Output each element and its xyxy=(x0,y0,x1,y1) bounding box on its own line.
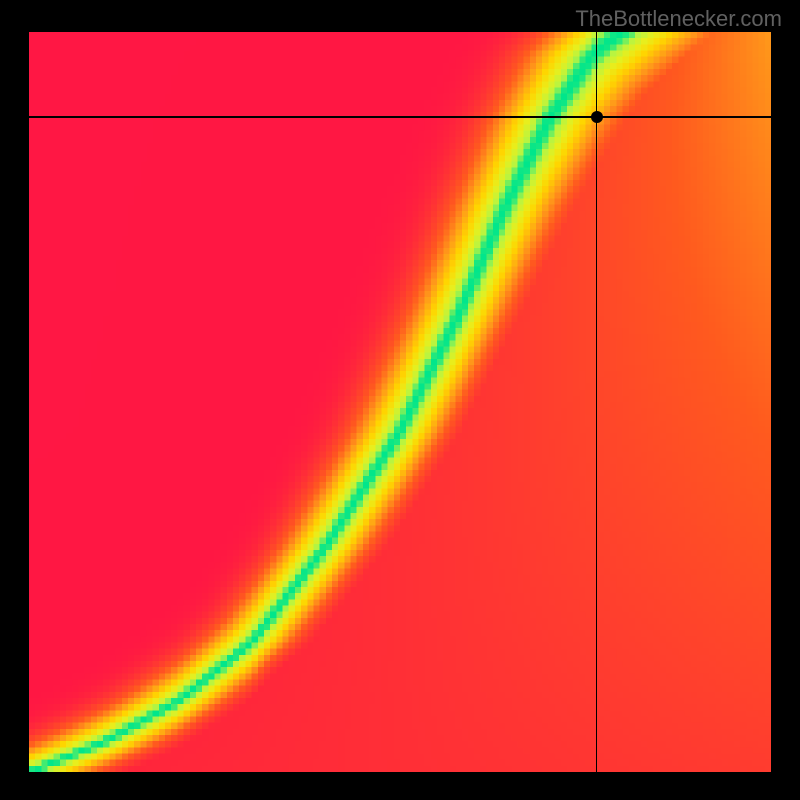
watermark-text: TheBottlenecker.com xyxy=(575,6,782,32)
crosshair-horizontal-line xyxy=(29,116,771,118)
heatmap-plot xyxy=(29,32,771,772)
heatmap-canvas xyxy=(29,32,771,772)
crosshair-vertical-line xyxy=(596,32,598,772)
crosshair-point xyxy=(591,111,603,123)
